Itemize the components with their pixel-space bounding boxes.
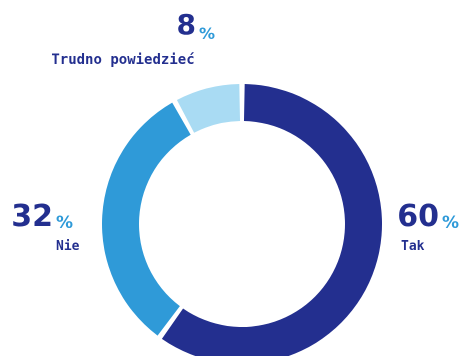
- slice-tak: [161, 84, 383, 356]
- category-label-nie: Nie: [56, 239, 80, 254]
- label-group-trudno: 8 % Trudno powiedzieć: [51, 8, 215, 68]
- category-label-trudno: Trudno powiedzieć: [51, 52, 194, 68]
- data-label-tak-value: 60: [397, 199, 439, 234]
- label-group-nie: 32 % Nie: [11, 199, 79, 254]
- data-label-nie-unit: %: [56, 213, 73, 233]
- slice-trudno: [176, 84, 241, 133]
- data-label-nie-value: 32: [11, 199, 53, 234]
- data-label-tak-unit: %: [442, 213, 459, 233]
- category-label-tak: Tak: [401, 239, 425, 254]
- data-label-trudno-value: 8: [177, 8, 196, 41]
- data-label-trudno-unit: %: [199, 24, 215, 43]
- donut-slices: [101, 84, 383, 356]
- slice-nie: [101, 102, 191, 336]
- label-group-tak: 60 % Tak: [397, 199, 459, 254]
